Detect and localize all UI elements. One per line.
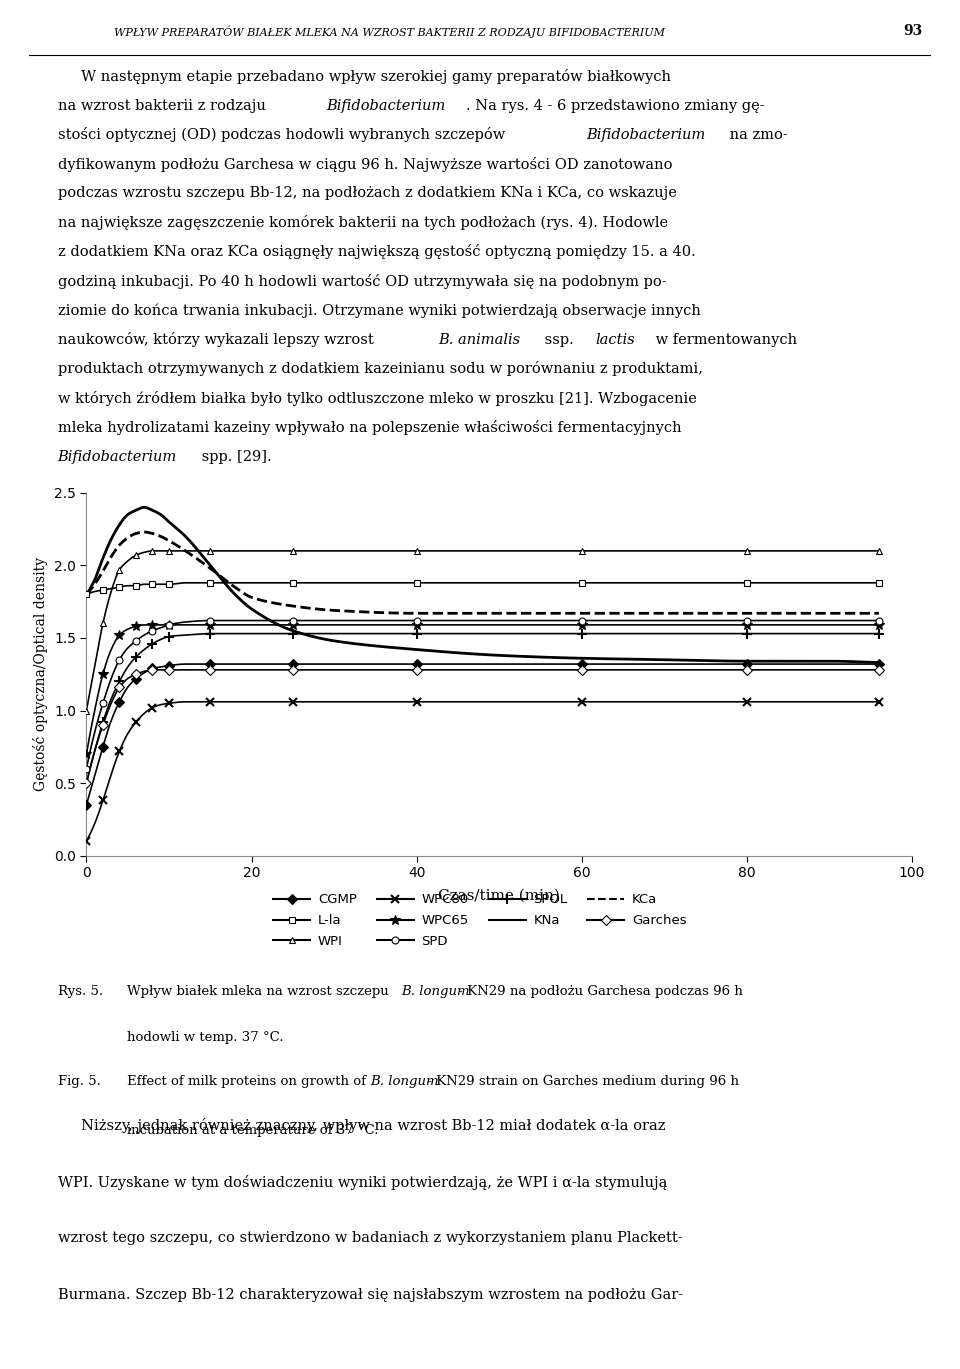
Text: - KN29 na podłożu Garchesa podczas 96 h: - KN29 na podłożu Garchesa podczas 96 h — [454, 986, 743, 998]
Text: lactis: lactis — [595, 333, 636, 346]
Text: na wzrost bakterii z rodzaju: na wzrost bakterii z rodzaju — [58, 99, 270, 112]
Text: hodowli w temp. 37 °C.: hodowli w temp. 37 °C. — [127, 1031, 283, 1043]
Text: Bifidobacterium: Bifidobacterium — [326, 99, 445, 112]
Text: z dodatkiem KNa oraz KCa osiągnęły największą gęstość optyczną pomiędzy 15. a 40: z dodatkiem KNa oraz KCa osiągnęły najwi… — [58, 244, 695, 259]
Text: Niższy, jednak również znaczny, wpływ na wzrost Bb-12 miał dodatek α-la oraz: Niższy, jednak również znaczny, wpływ na… — [58, 1118, 665, 1134]
Text: naukowców, którzy wykazali lepszy wzrost: naukowców, którzy wykazali lepszy wzrost — [58, 333, 378, 348]
Text: Rys. 5.: Rys. 5. — [58, 986, 103, 998]
Text: podczas wzrostu szczepu Bb-12, na podłożach z dodatkiem KNa i KCa, co wskazuje: podczas wzrostu szczepu Bb-12, na podłoż… — [58, 186, 677, 200]
Text: spp. [29].: spp. [29]. — [197, 450, 272, 464]
Text: B. animalis: B. animalis — [438, 333, 520, 346]
Text: wzrost tego szczepu, co stwierdzono w badaniach z wykorzystaniem planu Plackett-: wzrost tego szczepu, co stwierdzono w ba… — [58, 1231, 683, 1246]
Text: W następnym etapie przebadano wpływ szerokiej gamy preparatów białkowych: W następnym etapie przebadano wpływ szer… — [58, 68, 671, 84]
Y-axis label: Gęstość optyczna/Optical density: Gęstość optyczna/Optical density — [34, 557, 48, 791]
Text: . Na rys. 4 - 6 przedstawiono zmiany gę-: . Na rys. 4 - 6 przedstawiono zmiany gę- — [466, 99, 764, 112]
Text: WPI. Uzyskane w tym doświadczeniu wyniki potwierdzają, że WPI i α-la stymulują: WPI. Uzyskane w tym doświadczeniu wyniki… — [58, 1175, 667, 1190]
Text: 93: 93 — [903, 25, 923, 38]
Text: ziomie do końca trwania inkubacji. Otrzymane wyniki potwierdzają obserwacje inny: ziomie do końca trwania inkubacji. Otrzy… — [58, 303, 701, 318]
Text: stości optycznej (OD) podczas hodowli wybranych szczepów: stości optycznej (OD) podczas hodowli wy… — [58, 127, 510, 142]
Text: Fig. 5.: Fig. 5. — [58, 1075, 101, 1088]
Text: incubation at a temperature of 37 °C.: incubation at a temperature of 37 °C. — [127, 1124, 378, 1138]
Text: mleka hydrolizatami kazeiny wpływało na polepszenie właściwości fermentacyjnych: mleka hydrolizatami kazeiny wpływało na … — [58, 420, 682, 435]
Text: Bifidobacterium: Bifidobacterium — [58, 450, 177, 464]
Text: WPŁYW PREPARATÓW BIAŁEK MLEKA NA WZROST BAKTERII Z RODZAJU BIFIDOBACTERIUM: WPŁYW PREPARATÓW BIAŁEK MLEKA NA WZROST … — [114, 25, 665, 38]
Text: na największe zagęszczenie komórek bakterii na tych podłożach (rys. 4). Hodowle: na największe zagęszczenie komórek bakte… — [58, 215, 668, 230]
Text: produktach otrzymywanych z dodatkiem kazeinianu sodu w porównaniu z produktami,: produktach otrzymywanych z dodatkiem kaz… — [58, 361, 703, 376]
X-axis label: Czas/time (min): Czas/time (min) — [439, 888, 560, 902]
Text: w których źródłem białka było tylko odtluszczone mleko w proszku [21]. Wzbogacen: w których źródłem białka było tylko odtl… — [58, 390, 696, 405]
Text: na zmo-: na zmo- — [726, 127, 788, 142]
Text: dyfikowanym podłożu Garchesa w ciągu 96 h. Najwyższe wartości OD zanotowano: dyfikowanym podłożu Garchesa w ciągu 96 … — [58, 156, 672, 171]
Legend: CGMP, L-la, WPI, WPC80, WPC65, SPD, SPOL, KNa, KCa, Garches: CGMP, L-la, WPI, WPC80, WPC65, SPD, SPOL… — [274, 893, 686, 949]
Text: - KN29 strain on Garches medium during 96 h: - KN29 strain on Garches medium during 9… — [422, 1075, 738, 1088]
Text: B. longum: B. longum — [371, 1075, 439, 1088]
Text: Effect of milk proteins on growth of: Effect of milk proteins on growth of — [127, 1075, 371, 1088]
Text: Wpływ białek mleka na wzrost szczepu: Wpływ białek mleka na wzrost szczepu — [127, 986, 393, 998]
Text: ssp.: ssp. — [540, 333, 578, 346]
Text: godziną inkubacji. Po 40 h hodowli wartość OD utrzymywała się na podobnym po-: godziną inkubacji. Po 40 h hodowli warto… — [58, 274, 666, 289]
Text: Bifidobacterium: Bifidobacterium — [587, 127, 706, 142]
Text: w fermentowanych: w fermentowanych — [651, 333, 797, 346]
Text: Burmana. Szczep Bb-12 charakteryzował się najsłabszym wzrostem na podłożu Gar-: Burmana. Szczep Bb-12 charakteryzował si… — [58, 1288, 683, 1302]
Text: B. longum: B. longum — [401, 986, 470, 998]
